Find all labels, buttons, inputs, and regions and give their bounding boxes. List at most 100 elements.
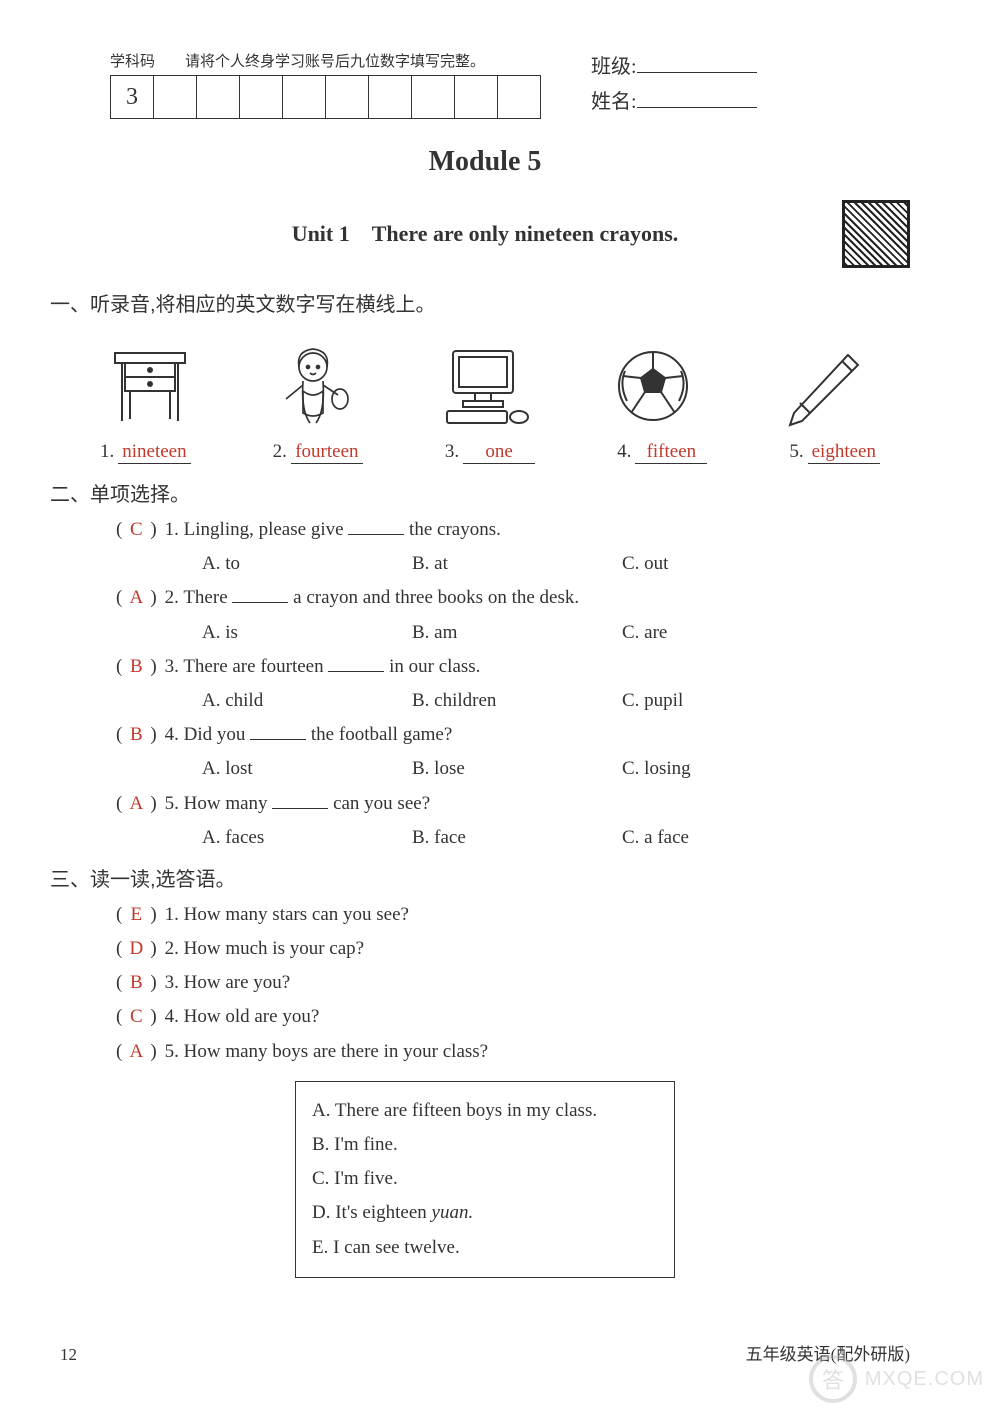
- stem-after: the crayons.: [404, 519, 501, 540]
- code-box[interactable]: [368, 75, 412, 119]
- stem-before: Lingling, please give: [184, 519, 349, 540]
- mc-choices: A. lost B. lose C. losing: [202, 752, 910, 786]
- page-number: 12: [60, 1345, 77, 1365]
- section2-heading: 二、单项选择。: [50, 478, 910, 507]
- q-number: 2.: [165, 938, 179, 959]
- q-text-content: How many stars can you see?: [184, 904, 409, 925]
- answer-option-prefix: D. It's eighteen: [312, 1202, 432, 1223]
- girl-icon: [268, 341, 368, 431]
- paren-close: ): [150, 718, 156, 752]
- q-number: 3.: [165, 972, 179, 993]
- section2-list: ( C ) 1. Lingling, please give the crayo…: [116, 513, 910, 855]
- choice-b: B. children: [412, 684, 622, 718]
- q-number: 2.: [165, 587, 179, 608]
- mc-stem: 2. There a crayon and three books on the…: [165, 581, 579, 615]
- paren-close: ): [150, 898, 156, 932]
- match-text: 4. How old are you?: [165, 1000, 320, 1034]
- section1-item: 4. fifteen: [617, 441, 707, 464]
- code-box[interactable]: [153, 75, 197, 119]
- q-number: 3.: [165, 656, 179, 677]
- stem-before: Did you: [184, 724, 251, 745]
- answer-option: C. I'm five.: [312, 1162, 658, 1196]
- code-box[interactable]: [497, 75, 541, 119]
- item-answer: fifteen: [635, 441, 707, 464]
- class-name-section: 班级: 姓名:: [591, 50, 757, 120]
- match-answer: E: [122, 898, 150, 932]
- choice-b: B. at: [412, 547, 622, 581]
- q-text-content: How are you?: [184, 972, 291, 993]
- mc-stem: 5. How many can you see?: [165, 787, 430, 821]
- choice-b: B. lose: [412, 752, 622, 786]
- code-boxes: 3: [110, 75, 541, 119]
- item-number: 5.: [789, 441, 803, 463]
- q-number: 1.: [165, 519, 179, 540]
- page-footer: 12 五年级英语(配外研版): [60, 1340, 910, 1365]
- subject-code-section: 学科码 请将个人终身学习账号后九位数字填写完整。 3: [110, 50, 541, 119]
- q-number: 4.: [165, 1006, 179, 1027]
- code-box[interactable]: [454, 75, 498, 119]
- blank: [250, 723, 306, 740]
- match-text: 2. How much is your cap?: [165, 932, 364, 966]
- computer-icon: [435, 341, 535, 431]
- section3-list: ( E ) 1. How many stars can you see? ( D…: [116, 898, 910, 1069]
- answer-option: E. I can see twelve.: [312, 1231, 658, 1265]
- match-answer: D: [122, 932, 150, 966]
- match-question: ( D ) 2. How much is your cap?: [116, 932, 910, 966]
- code-box[interactable]: [196, 75, 240, 119]
- code-box[interactable]: [282, 75, 326, 119]
- desk-icon: [100, 341, 200, 431]
- section1-answers: 1. nineteen 2. fourteen 3. one 4. fiftee…: [100, 441, 880, 464]
- stem-after: in our class.: [384, 656, 480, 677]
- stem-after: a crayon and three books on the desk.: [288, 587, 579, 608]
- stem-after: can you see?: [328, 793, 430, 814]
- code-box[interactable]: [411, 75, 455, 119]
- paren-close: ): [150, 581, 156, 615]
- item-number: 2.: [273, 441, 287, 463]
- q-number: 1.: [165, 904, 179, 925]
- paren-close: ): [150, 1000, 156, 1034]
- name-label: 姓名:: [591, 85, 637, 114]
- choice-a: A. faces: [202, 821, 412, 855]
- match-answer: B: [122, 966, 150, 1000]
- name-fill-line[interactable]: [637, 107, 757, 108]
- q-number: 5.: [165, 793, 179, 814]
- class-label: 班级:: [591, 50, 637, 79]
- match-question: ( A ) 5. How many boys are there in your…: [116, 1035, 910, 1069]
- mc-question: ( B ) 3. There are fourteen in our class…: [116, 650, 910, 684]
- mc-choices: A. faces B. face C. a face: [202, 821, 910, 855]
- code-box[interactable]: [239, 75, 283, 119]
- choice-a: A. is: [202, 616, 412, 650]
- item-number: 1.: [100, 441, 114, 463]
- answer-option: A. There are fifteen boys in my class.: [312, 1094, 658, 1128]
- mc-answer: B: [122, 650, 150, 684]
- section1-heading: 一、听录音,将相应的英文数字写在横线上。: [50, 288, 910, 317]
- worksheet-header: 学科码 请将个人终身学习账号后九位数字填写完整。 3 班级: 姓名:: [110, 50, 910, 120]
- q-text-content: How many boys are there in your class?: [184, 1041, 488, 1062]
- blank: [328, 655, 384, 672]
- watermark-text: MXQE.COM: [865, 1368, 984, 1391]
- match-text: 5. How many boys are there in your class…: [165, 1035, 488, 1069]
- item-answer: eighteen: [808, 441, 880, 464]
- section1-item: 3. one: [445, 441, 535, 464]
- choice-b: B. am: [412, 616, 622, 650]
- paren-close: ): [150, 513, 156, 547]
- paren-close: ): [150, 966, 156, 1000]
- class-fill-line[interactable]: [637, 72, 757, 73]
- blank: [272, 791, 328, 808]
- choice-a: A. to: [202, 547, 412, 581]
- football-icon: [603, 341, 703, 431]
- match-question: ( E ) 1. How many stars can you see?: [116, 898, 910, 932]
- blank: [232, 586, 288, 603]
- choice-c: C. losing: [622, 752, 691, 786]
- mc-choices: A. is B. am C. are: [202, 616, 910, 650]
- mc-answer: A: [122, 787, 150, 821]
- stem-before: How many: [184, 793, 273, 814]
- item-number: 4.: [617, 441, 631, 463]
- code-box[interactable]: [325, 75, 369, 119]
- match-text: 1. How many stars can you see?: [165, 898, 409, 932]
- mc-stem: 4. Did you the football game?: [165, 718, 453, 752]
- mc-answer: A: [122, 581, 150, 615]
- mc-answer: B: [122, 718, 150, 752]
- yuan-italic: yuan.: [432, 1202, 474, 1223]
- mc-question: ( A ) 2. There a crayon and three books …: [116, 581, 910, 615]
